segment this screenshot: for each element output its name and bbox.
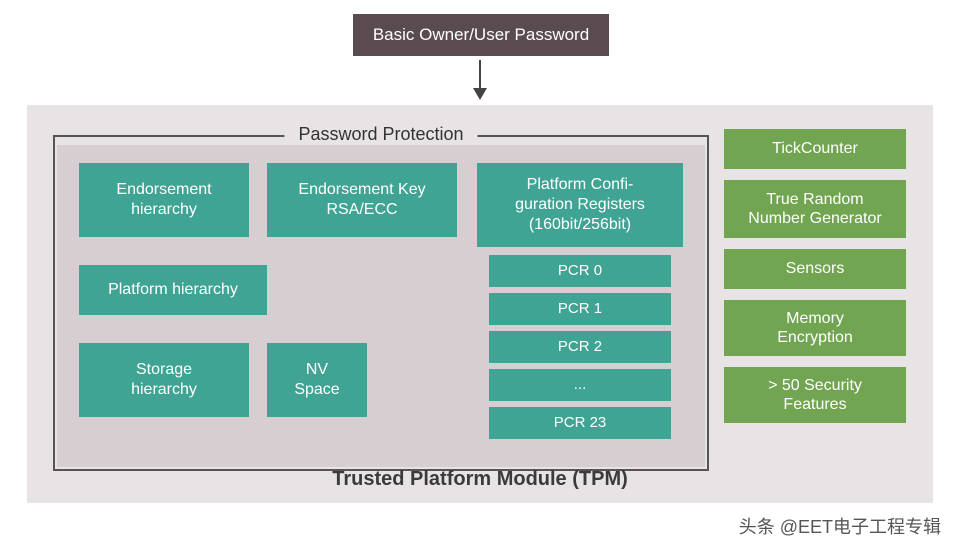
mem-enc-label: Memory Encryption xyxy=(777,309,853,347)
nv-space: NV Space xyxy=(267,343,367,417)
storage-hierarchy-label: Storage hierarchy xyxy=(131,360,197,400)
endorsement-key: Endorsement Key RSA/ECC xyxy=(267,163,457,237)
endorsement-hierarchy-label: Endorsement hierarchy xyxy=(116,180,211,220)
owner-password-label: Basic Owner/User Password xyxy=(373,25,589,45)
pcr-header: Platform Confi- guration Registers (160b… xyxy=(477,163,683,247)
fieldset-legend: Password Protection xyxy=(284,124,477,145)
pcr-row-label: PCR 23 xyxy=(554,414,607,433)
pcr-row-label: PCR 1 xyxy=(558,300,602,319)
mem-enc: Memory Encryption xyxy=(724,300,906,356)
sec-feat: > 50 Security Features xyxy=(724,367,906,423)
sec-feat-label: > 50 Security Features xyxy=(768,376,862,414)
trng-label: True Random Number Generator xyxy=(748,190,881,228)
tickcounter: TickCounter xyxy=(724,129,906,169)
pcr-row: PCR 23 xyxy=(489,407,671,439)
pcr-row: PCR 1 xyxy=(489,293,671,325)
pcr-row-label: PCR 2 xyxy=(558,338,602,357)
watermark-text: 头条 @EET电子工程专辑 xyxy=(739,513,941,539)
endorsement-hierarchy: Endorsement hierarchy xyxy=(79,163,249,237)
pcr-header-label: Platform Confi- guration Registers (160b… xyxy=(515,175,645,235)
pcr-row: PCR 0 xyxy=(489,255,671,287)
trng: True Random Number Generator xyxy=(724,180,906,238)
platform-hierarchy-label: Platform hierarchy xyxy=(108,280,238,300)
storage-hierarchy: Storage hierarchy xyxy=(79,343,249,417)
pcr-row: PCR 2 xyxy=(489,331,671,363)
owner-password-box: Basic Owner/User Password xyxy=(353,14,609,56)
tpm-container: Password Protection Endorsement hierarch… xyxy=(27,105,933,503)
pcr-row-label: PCR 0 xyxy=(558,262,602,281)
sensors-label: Sensors xyxy=(786,259,845,278)
tpm-title: Trusted Platform Module (TPM) xyxy=(27,468,933,491)
platform-hierarchy: Platform hierarchy xyxy=(79,265,267,315)
tickcounter-label: TickCounter xyxy=(772,139,858,158)
side-feature-column: TickCounter True Random Number Generator S… xyxy=(724,129,906,423)
endorsement-key-label: Endorsement Key RSA/ECC xyxy=(298,180,425,220)
pcr-row-label: ... xyxy=(574,376,587,395)
diagram-canvas: Basic Owner/User Password Password Prote… xyxy=(0,0,959,541)
nv-space-label: NV Space xyxy=(294,360,339,400)
sensors: Sensors xyxy=(724,249,906,289)
pcr-row: ... xyxy=(489,369,671,401)
inner-panel: Endorsement hierarchy Endorsement Key RSA… xyxy=(57,145,705,467)
arrow-down-icon xyxy=(479,60,481,90)
